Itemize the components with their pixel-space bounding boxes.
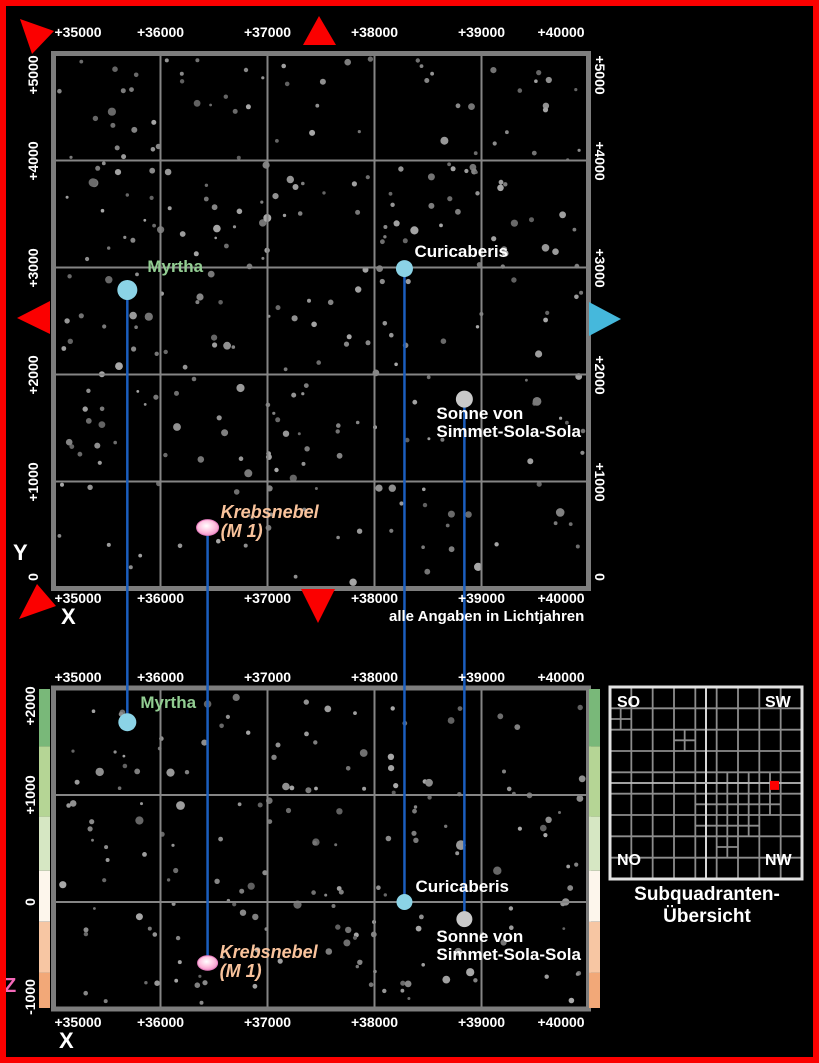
top-map-x-tick-bottom: +38000	[350, 590, 399, 606]
bottom-map-frame	[51, 685, 591, 1012]
object-label-line: Simmet-Sola-Sola	[436, 422, 581, 442]
overview-title-line1: Subquadranten-	[634, 884, 780, 905]
object-label-line: Myrtha	[140, 693, 197, 713]
bottom-map-z-tick-left: -1000	[22, 979, 38, 1015]
bottom-map-z-tick-left: 0	[22, 898, 38, 906]
object-label-line: (M 1)	[219, 961, 262, 982]
z-axis-letter: Z	[4, 975, 17, 997]
object-dot-sonne-von-simmet-sola-sola-top[interactable]	[455, 390, 473, 408]
top-map-x-tick-top: +40000	[537, 24, 585, 40]
object-label-curicaberis-bottom: Curicaberis	[415, 877, 509, 896]
overview-corner-nw: NW	[765, 852, 792, 869]
y-axis-letter: Y	[13, 540, 28, 565]
units-note: alle Angaben in Lichtjahren	[389, 608, 585, 625]
z-colorbar-right	[589, 689, 600, 1008]
object-label-sonne-von-simmet-sola-sola-bottom: Sonne von Simmet-Sola-Sola	[436, 927, 581, 965]
top-map-x-tick-bottom: +35000	[54, 590, 102, 606]
overview-highlight-cell	[770, 780, 779, 790]
object-dot-curicaberis-top[interactable]	[395, 260, 413, 278]
top-map-frame	[51, 51, 591, 591]
object-label-line: Krebsnebel	[220, 501, 319, 522]
object-label-myrtha-bottom: Myrtha	[140, 693, 197, 713]
top-map-y-tick-right: 0	[592, 573, 608, 581]
object-dot-sonne-von-simmet-sola-sola-bottom[interactable]	[456, 911, 473, 928]
object-dot-curicaberis-bottom[interactable]	[396, 894, 413, 910]
top-map-x-tick-top: +39000	[457, 24, 506, 40]
bottom-map-z-tick-left: +2000	[22, 686, 38, 726]
bottom-map-x-tick-bottom: +40000	[537, 1014, 585, 1030]
overview-title-line2: Übersicht	[663, 906, 751, 927]
top-map-y-tick-right: +4000	[592, 140, 608, 181]
z-colorbar-left	[39, 689, 50, 1008]
top-map-x-tick-top: +38000	[350, 24, 399, 40]
arrow-north-icon	[303, 16, 336, 45]
bottom-map-x-tick-top: +40000	[537, 669, 585, 685]
bottom-map-x-tick-top: +39000	[457, 669, 506, 685]
subquadrant-overview-grid	[608, 685, 804, 881]
top-map-starfield	[57, 56, 586, 586]
object-label-line: Sonne von	[436, 404, 524, 424]
top-map-x-tick-top: +36000	[136, 24, 185, 40]
bottom-map-x-tick-bottom: +37000	[243, 1014, 292, 1030]
overview-corner-so: SO	[617, 694, 641, 711]
top-map-x-tick-top: +35000	[54, 24, 102, 40]
top-map-grid	[52, 52, 590, 590]
bottom-map-z-tick-left: +1000	[22, 775, 38, 815]
bottom-map-x-tick-top: +36000	[136, 669, 185, 685]
arrow-west-icon	[17, 301, 50, 334]
object-label-line: Myrtha	[147, 256, 204, 276]
object-dot-myrtha-top[interactable]	[117, 279, 138, 300]
top-map-y-tick-left: +5000	[25, 55, 41, 95]
top-map-y-tick-left: +1000	[25, 461, 41, 502]
object-label-line: Sonne von	[436, 927, 524, 947]
arrow-east-icon	[589, 302, 621, 336]
top-map-y-tick-right: +3000	[592, 247, 608, 288]
object-label-krebsnebel-m1-top: Krebsnebel (M 1)	[220, 501, 319, 542]
top-map-y-tick-left: +3000	[25, 247, 41, 288]
bottom-map-x-tick-top: +38000	[350, 669, 399, 685]
bottom-map-x-tick-bottom: +35000	[54, 1014, 102, 1030]
top-map-y-tick-right: +5000	[592, 55, 608, 95]
object-label-line: Curicaberis	[414, 241, 508, 261]
top-map-x-tick-top: +37000	[243, 24, 292, 40]
top-map-y-tick-right: +2000	[592, 354, 608, 395]
object-label-line: Krebsnebel	[219, 941, 318, 962]
bottom-map-x-tick-bottom: +39000	[457, 1014, 506, 1030]
object-label-krebsnebel-m1-bottom: Krebsnebel (M 1)	[219, 941, 318, 982]
overview-corner-sw: SW	[765, 694, 791, 711]
arrow-northwest-icon	[20, 19, 54, 54]
object-label-line: Curicaberis	[415, 877, 509, 896]
object-dot-myrtha-bottom[interactable]	[118, 713, 137, 732]
top-map-x-tick-bottom: +39000	[457, 590, 506, 606]
top-map-y-tick-left: +2000	[25, 354, 41, 395]
top-map-x-tick-bottom: +40000	[537, 590, 585, 606]
x-axis-letter-top-map: X	[61, 604, 76, 629]
arrow-southwest-icon	[19, 584, 56, 619]
top-map-y-tick-right: +1000	[592, 461, 608, 502]
object-label-line: (M 1)	[220, 520, 263, 541]
overview-corner-no: NO	[617, 852, 641, 869]
object-label-curicaberis-top: Curicaberis	[414, 241, 508, 261]
object-label-sonne-von-simmet-sola-sola-top: Sonne von Simmet-Sola-Sola	[436, 404, 581, 442]
bottom-map-x-tick-top: +37000	[243, 669, 292, 685]
top-map-x-tick-bottom: +36000	[136, 590, 185, 606]
bottom-map-x-tick-top: +35000	[54, 669, 102, 685]
object-dot-krebsnebel-m1-top[interactable]	[196, 519, 220, 536]
object-label-line: Simmet-Sola-Sola	[436, 945, 581, 965]
top-map-x-tick-bottom: +37000	[243, 590, 292, 606]
bottom-map-x-tick-bottom: +36000	[136, 1014, 185, 1030]
top-map-y-tick-left: +4000	[25, 140, 41, 181]
top-map-y-tick-left: 0	[25, 573, 41, 581]
x-axis-letter-bottom-map: X	[59, 1028, 74, 1053]
object-label-myrtha-top: Myrtha	[147, 256, 204, 276]
bottom-map-x-tick-bottom: +38000	[350, 1014, 399, 1030]
object-dot-krebsnebel-m1-bottom[interactable]	[197, 955, 219, 971]
arrow-south-icon	[301, 589, 335, 623]
